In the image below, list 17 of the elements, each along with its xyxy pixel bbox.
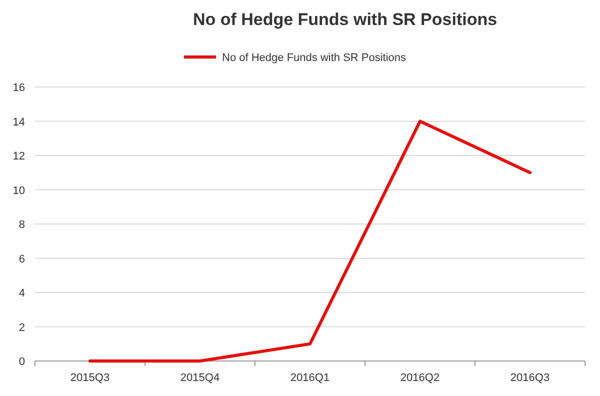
y-tick-label: 16 [12, 82, 25, 94]
x-tick-label: 2015Q4 [180, 372, 220, 384]
y-tick-label: 0 [18, 356, 25, 368]
x-tick-label: 2016Q3 [510, 372, 550, 384]
legend-label: No of Hedge Funds with SR Positions [222, 52, 407, 64]
x-tick-label: 2016Q1 [290, 372, 330, 384]
y-tick-label: 2 [18, 322, 25, 334]
y-tick-label: 12 [12, 150, 25, 162]
x-tick-label: 2015Q3 [70, 372, 110, 384]
x-tick-label: 2016Q2 [400, 372, 440, 384]
line-series [88, 120, 532, 362]
y-tick-label: 6 [18, 253, 25, 266]
y-tick-label: 4 [18, 288, 25, 300]
chart-title: No of Hedge Funds with SR Positions [192, 10, 498, 29]
y-tick-label: 14 [12, 116, 25, 128]
y-tick-label: 10 [12, 184, 25, 197]
y-tick-label: 8 [18, 219, 25, 231]
